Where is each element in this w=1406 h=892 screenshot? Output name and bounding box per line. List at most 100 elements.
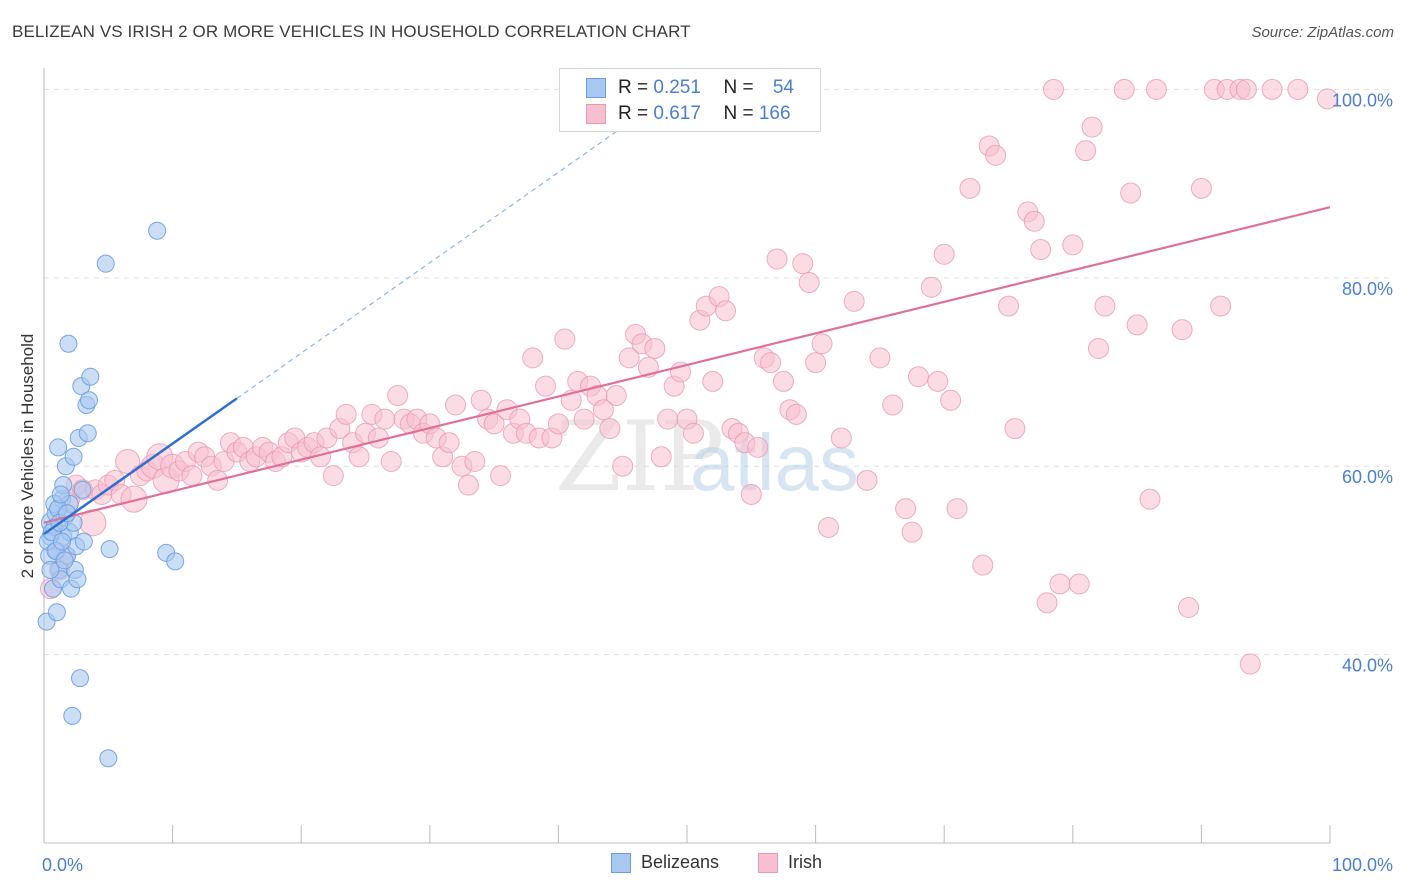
irish-point — [1113, 78, 1135, 100]
belizean-point — [68, 570, 87, 589]
irish-point — [1075, 140, 1097, 162]
irish-point — [605, 385, 627, 407]
r-value-irish: 0.617 — [653, 103, 701, 124]
n-label: N = — [723, 103, 759, 124]
irish-point — [1030, 239, 1052, 261]
axes — [43, 68, 1331, 844]
belizean-trend-line — [43, 397, 238, 536]
correlation-legend: R = 0.251 N = 54 R = 0.617 N = 166 — [559, 68, 821, 132]
irish-point — [1120, 182, 1142, 204]
belizean-points — [37, 221, 185, 768]
irish-point — [618, 347, 640, 369]
irish-point — [1145, 78, 1167, 100]
tick-labels: 40.0% 60.0% 80.0% 100.0% 0.0% 100.0% — [42, 90, 1393, 875]
irish-trend-line — [43, 206, 1331, 524]
irish-point — [740, 483, 762, 505]
belizeans-legend-swatch — [611, 852, 631, 873]
belizean-point — [166, 552, 185, 571]
irish-point — [1094, 295, 1116, 317]
irish-point — [805, 352, 827, 374]
irish-point — [438, 432, 460, 454]
irish-point — [1235, 78, 1257, 100]
belizean-trend-extension — [236, 126, 624, 399]
irish-point — [927, 370, 949, 392]
irish-point — [1139, 488, 1161, 510]
irish-point — [901, 521, 923, 543]
irish-point — [1068, 573, 1090, 595]
irish-point — [644, 337, 666, 359]
irish-point — [1036, 592, 1058, 614]
irish-points — [39, 78, 1338, 675]
belizean-point — [47, 603, 66, 622]
irish-point — [946, 498, 968, 520]
irish-point — [599, 418, 621, 440]
irish-point — [181, 465, 203, 487]
irish-point — [1049, 573, 1071, 595]
x-tick-label: 0.0% — [42, 855, 83, 875]
source-credit: Source: ZipAtlas.com — [1251, 24, 1394, 41]
irish-point — [792, 253, 814, 275]
irish-point — [830, 427, 852, 449]
irish-point — [798, 272, 820, 294]
irish-point — [785, 403, 807, 425]
belizeans-swatch — [586, 78, 606, 98]
irish-point — [985, 144, 1007, 166]
irish-point — [702, 370, 724, 392]
belizean-point — [100, 540, 119, 559]
irish-point — [464, 451, 486, 472]
belizean-point — [96, 254, 115, 273]
r-value-belizeans: 0.251 — [653, 77, 701, 98]
n-value-irish: 166 — [758, 103, 791, 124]
belizean-point — [73, 480, 92, 499]
belizean-point — [99, 749, 118, 768]
irish-point — [682, 422, 704, 444]
irish-point — [817, 516, 839, 538]
y-tick-label: 80.0% — [1342, 279, 1393, 299]
irish-point — [457, 474, 479, 496]
legend-item-irish[interactable]: Irish — [758, 852, 822, 873]
irish-point — [657, 408, 679, 430]
irish-point — [1239, 653, 1261, 675]
irish-point — [374, 408, 396, 430]
irish-point — [972, 554, 994, 576]
irish-point — [1178, 597, 1200, 619]
irish-swatch — [586, 104, 606, 124]
irish-point — [490, 465, 512, 487]
belizean-point — [53, 532, 72, 551]
irish-point — [1287, 78, 1309, 100]
irish-point — [1023, 210, 1045, 232]
irish-point — [766, 248, 788, 270]
belizeans-legend-label: Belizeans — [641, 852, 720, 872]
belizean-point — [59, 334, 78, 353]
irish-point — [1004, 418, 1026, 440]
irish-point — [920, 276, 942, 298]
series-legend: Belizeans Irish — [0, 852, 1406, 878]
watermark: ZIP atlas — [555, 401, 859, 513]
n-value-belizeans: 54 — [772, 77, 794, 98]
irish-point — [772, 370, 794, 392]
r-label: R = — [618, 103, 654, 124]
irish-point — [940, 389, 962, 411]
irish-point — [592, 399, 614, 421]
r-label: R = — [618, 77, 654, 98]
y-tick-label: 100.0% — [1332, 90, 1393, 110]
irish-point — [535, 375, 557, 397]
irish-point — [522, 347, 544, 369]
n-label: N = — [723, 77, 759, 98]
irish-point — [811, 333, 833, 355]
irish-point — [1261, 78, 1283, 100]
irish-point — [120, 485, 148, 513]
irish-point — [959, 177, 981, 199]
irish-legend-swatch — [758, 852, 778, 873]
trend-lines — [43, 126, 1331, 536]
belizean-point — [63, 706, 82, 725]
irish-point — [747, 436, 769, 458]
irish-point — [1210, 295, 1232, 317]
irish-point — [335, 403, 357, 425]
belizean-point — [148, 221, 167, 240]
irish-point — [1043, 78, 1065, 100]
irish-point — [387, 385, 409, 407]
legend-item-belizeans[interactable]: Belizeans — [611, 852, 719, 873]
irish-point — [380, 451, 402, 472]
